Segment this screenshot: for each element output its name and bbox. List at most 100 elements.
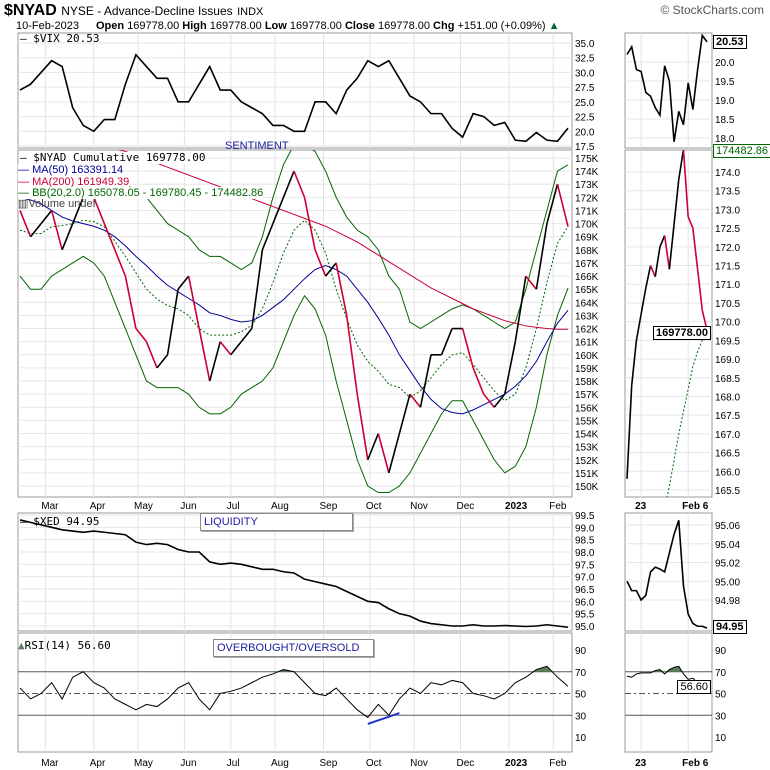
nyad-segment <box>40 209 53 225</box>
zoom-nyad-segment <box>659 235 666 248</box>
month-label: Aug <box>271 758 289 769</box>
nyad-segment <box>50 210 63 251</box>
month-label: Oct <box>366 758 382 769</box>
nyad-segment <box>166 289 179 355</box>
rsi-last-value: 56.60 <box>677 680 711 694</box>
nyad-segment <box>535 223 548 290</box>
nyad-segment <box>324 262 337 277</box>
brand-watermark: © StockCharts.com <box>660 3 764 17</box>
xed-tick-label: 96.0 <box>575 597 595 608</box>
nyad-segment <box>61 223 74 251</box>
nyad-tick-label: 150K <box>575 482 599 493</box>
vix-zoom-panel-frame <box>624 32 713 149</box>
up-arrow-icon: ▲ <box>548 20 560 32</box>
bb-legend-text: BB(20,2.0) 165078.05 - 169780.45 - 17448… <box>32 187 264 199</box>
close-value: 169778.00 <box>377 20 430 32</box>
zoom-xed-tick-label: 95.02 <box>715 559 740 570</box>
nyad-segment <box>409 393 422 408</box>
nyad-segment <box>356 394 369 460</box>
xed-tick-label: 98.5 <box>575 536 595 547</box>
nyad-segment <box>377 433 390 474</box>
zoom-nyad-tick-label: 172.0 <box>715 243 740 254</box>
month-label: Jul <box>227 758 240 769</box>
nyad-tick-label: 165K <box>575 285 599 296</box>
zoom-nyad-segment <box>663 235 671 270</box>
zoom-nyad-tick-label: 173.0 <box>715 205 740 216</box>
month-label: May <box>134 758 153 769</box>
volume-legend: ▥Volume undef <box>18 198 96 210</box>
nyad-tick-label: 158K <box>575 377 599 388</box>
xed-tick-label: 99.5 <box>575 511 595 522</box>
change-label: Chg <box>433 20 455 32</box>
xed-tick-label: 98.0 <box>575 548 595 559</box>
zoom-nyad-segment <box>687 216 694 229</box>
nyad-legend-text: $NYAD Cumulative 169778.00 <box>33 151 206 164</box>
nyad-tick-label: 173K <box>575 180 599 191</box>
ma200-line <box>117 150 568 330</box>
nyad-segment <box>472 367 485 395</box>
nyad-tick-label: 175K <box>575 154 599 165</box>
nyad-segment <box>525 275 538 290</box>
nyad-segment <box>198 328 211 382</box>
month-label: Mar <box>41 758 59 769</box>
nyad-tick-label: 162K <box>575 325 599 336</box>
nyad-segment <box>124 275 137 329</box>
header-title: $NYAD NYSE - Advance-Decline Issues INDX <box>4 2 263 21</box>
annotation-overbought-oversold: OVERBOUGHT/OVERSOLD <box>213 639 374 657</box>
rsi-tick-label: 70 <box>575 668 587 679</box>
nyad-tick-label: 166K <box>575 272 599 283</box>
nyad-segment <box>419 354 432 408</box>
nyad-tick-label: 169K <box>575 233 599 244</box>
zoom-nyad-segment <box>682 150 689 217</box>
low-label: Low <box>264 20 287 32</box>
zoom-nyad-tick-label: 167.0 <box>715 430 740 441</box>
nyad-tick-label: 168K <box>575 246 599 257</box>
nyad-segment <box>93 197 106 224</box>
ma50-legend: — MA(50) 163391.14 <box>18 164 124 176</box>
ohlc-bar: Open 169778.00 High 169778.00 Low 169778… <box>96 20 560 32</box>
zoom-nyad-segment <box>635 314 642 341</box>
xed-tick-label: 95.5 <box>575 610 595 621</box>
vix-tick-label: 17.5 <box>575 142 595 153</box>
vix-legend-text: $VIX 20.53 <box>33 32 100 45</box>
low-value: 169778.00 <box>289 20 342 32</box>
zoom-rsi-tick-label: 70 <box>715 668 727 679</box>
nyad-segment <box>251 249 264 329</box>
nyad-tick-label: 163K <box>575 311 599 322</box>
rsi-overbought-fill <box>20 666 568 672</box>
zoom-nyad-tick-label: 169.0 <box>715 355 740 366</box>
zoom-nyad-segment <box>677 150 685 180</box>
month-label: Sep <box>320 758 338 769</box>
zoom-nyad-segment <box>673 179 680 225</box>
nyad-tick-label: 153K <box>575 443 599 454</box>
month-label: May <box>134 501 153 512</box>
month-label: Jul <box>227 501 240 512</box>
nyad-segment <box>514 275 527 342</box>
vix-tick-label: 27.5 <box>575 83 595 94</box>
vix-tick-label: 22.5 <box>575 113 595 124</box>
zoom-vix-tick-label: 19.5 <box>715 77 735 88</box>
vix-panel-frame <box>17 32 573 149</box>
month-label: 2023 <box>505 758 528 769</box>
month-label: Aug <box>271 501 289 512</box>
change-value: +151.00 (+0.09%) <box>457 20 546 32</box>
zoom-nyad-tick-label: 170.0 <box>715 318 740 329</box>
nyad-segment <box>145 341 158 369</box>
nyad-segment <box>282 170 295 198</box>
zoom-date-label: 23 <box>635 758 647 769</box>
month-label: Jun <box>180 501 196 512</box>
annotation-sentiment: SENTIMENT <box>225 140 289 152</box>
rsi-legend: ▲RSI(14) 56.60 <box>18 640 111 652</box>
nyad-segment <box>293 170 306 198</box>
nyad-segment <box>556 184 569 227</box>
month-label: Oct <box>366 501 382 512</box>
nyad-segment <box>177 275 190 290</box>
zoom-nyad-tick-label: 166.0 <box>715 467 740 478</box>
zoom-nyad-tick-label: 167.5 <box>715 411 740 422</box>
nyad-tick-label: 159K <box>575 364 599 375</box>
zoom-xed-tick-label: 94.98 <box>715 596 740 607</box>
nyad-segment <box>503 341 517 395</box>
vix-tick-label: 25.0 <box>575 98 595 109</box>
bb-upper-last-value: 174482.86 <box>713 144 770 158</box>
